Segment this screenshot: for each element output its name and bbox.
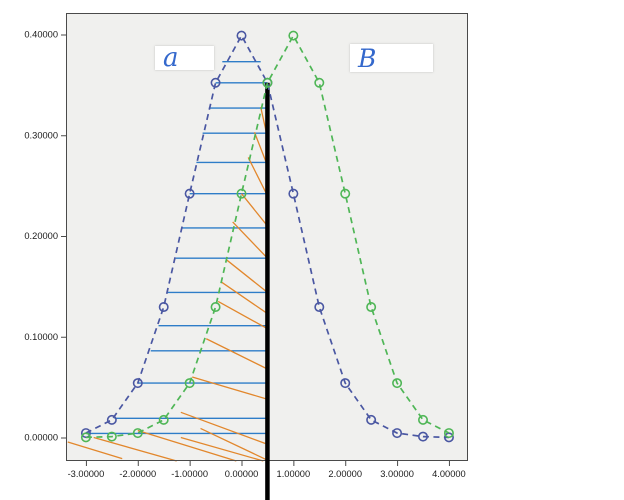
y-tick-label: 0.10000 — [24, 332, 58, 342]
data-point-marker — [392, 378, 403, 389]
annotation-a-label: a — [163, 43, 179, 73]
data-point-marker — [443, 432, 454, 443]
y-tick-label: 0.20000 — [24, 231, 58, 241]
x-tick-label: -1.00000 — [171, 469, 208, 479]
data-point-marker — [184, 188, 195, 199]
x-tick-label: 3.00000 — [380, 469, 414, 479]
x-tick-label: 1.00000 — [277, 469, 311, 479]
data-point-marker — [340, 378, 351, 389]
y-tick-label: 0.00000 — [24, 433, 58, 443]
horizontal-hatch — [85, 61, 268, 435]
data-point-marker — [288, 30, 299, 41]
data-point-marker — [236, 188, 247, 199]
data-point-marker — [210, 77, 221, 88]
data-point-marker — [106, 414, 117, 425]
data-point-marker — [366, 414, 377, 425]
data-point-marker — [418, 431, 429, 442]
x-axis: -3.00000 -2.00000 -1.00000 0.00000 1.00000 2.… — [68, 461, 466, 479]
data-point-marker — [132, 428, 143, 439]
x-tick-label: 0.00000 — [225, 469, 259, 479]
y-axis: 0.00000 0.10000 0.20000 0.30000 0.40000 — [24, 30, 66, 443]
data-point-marker — [262, 77, 273, 88]
data-point-marker — [210, 302, 221, 313]
data-point-marker — [314, 302, 325, 313]
x-tick-label: -3.00000 — [68, 469, 105, 479]
data-point-marker — [314, 77, 325, 88]
x-tick-label: 4.00000 — [432, 469, 466, 479]
diagonal-hatch — [67, 106, 269, 462]
annotation-b-box: B — [350, 44, 433, 72]
data-point-marker — [366, 302, 377, 313]
data-point-marker — [236, 30, 247, 41]
data-point-marker — [80, 432, 91, 443]
data-point-marker — [392, 428, 403, 439]
data-point-marker — [132, 378, 143, 389]
data-point-marker — [106, 431, 117, 442]
x-tick-label: 2.00000 — [328, 469, 362, 479]
annotation-b-label: B — [358, 43, 377, 73]
data-point-marker — [418, 414, 429, 425]
data-point-marker — [184, 378, 195, 389]
data-point-marker — [340, 188, 351, 199]
x-tick-label: -2.00000 — [119, 469, 156, 479]
y-tick-label: 0.30000 — [24, 130, 58, 140]
annotation-a-box: a — [155, 43, 214, 73]
data-point-marker — [158, 414, 169, 425]
data-point-marker — [443, 428, 454, 439]
data-point-marker — [158, 302, 169, 313]
y-tick-label: 0.40000 — [24, 30, 58, 40]
curve-b — [80, 30, 454, 443]
data-point-marker — [288, 188, 299, 199]
